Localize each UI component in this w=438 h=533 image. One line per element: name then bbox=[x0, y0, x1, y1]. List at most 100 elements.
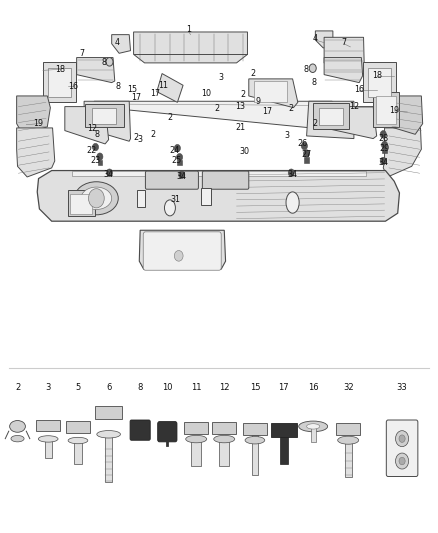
Circle shape bbox=[179, 171, 185, 179]
Ellipse shape bbox=[214, 435, 235, 443]
Text: 34: 34 bbox=[104, 171, 113, 179]
Polygon shape bbox=[249, 79, 298, 108]
Polygon shape bbox=[17, 128, 55, 177]
Polygon shape bbox=[307, 101, 354, 139]
Circle shape bbox=[97, 153, 103, 160]
FancyBboxPatch shape bbox=[70, 194, 92, 214]
Ellipse shape bbox=[186, 435, 207, 443]
Bar bbox=[105, 435, 112, 482]
Text: 11: 11 bbox=[158, 81, 168, 90]
FancyBboxPatch shape bbox=[95, 406, 122, 419]
Circle shape bbox=[381, 141, 388, 149]
Ellipse shape bbox=[165, 200, 175, 216]
Ellipse shape bbox=[245, 437, 265, 444]
FancyBboxPatch shape bbox=[158, 422, 177, 442]
Polygon shape bbox=[112, 35, 131, 53]
Circle shape bbox=[399, 435, 405, 442]
FancyBboxPatch shape bbox=[373, 92, 399, 127]
Polygon shape bbox=[329, 107, 377, 139]
Polygon shape bbox=[324, 37, 364, 76]
Text: 27: 27 bbox=[301, 150, 312, 159]
Ellipse shape bbox=[286, 192, 299, 213]
Ellipse shape bbox=[10, 421, 25, 432]
Text: 2: 2 bbox=[250, 69, 255, 78]
FancyBboxPatch shape bbox=[48, 68, 71, 97]
Text: 34: 34 bbox=[378, 158, 388, 167]
Text: 17: 17 bbox=[150, 89, 160, 98]
Bar bbox=[345, 438, 352, 477]
Ellipse shape bbox=[97, 431, 120, 438]
Circle shape bbox=[174, 251, 183, 261]
Polygon shape bbox=[139, 230, 226, 269]
Ellipse shape bbox=[11, 435, 24, 442]
Text: 2: 2 bbox=[151, 130, 156, 139]
Text: 5: 5 bbox=[75, 383, 81, 392]
Text: 12: 12 bbox=[349, 102, 359, 111]
Text: 12: 12 bbox=[219, 383, 230, 392]
Text: 8: 8 bbox=[303, 65, 308, 74]
Text: 4: 4 bbox=[115, 38, 120, 47]
FancyBboxPatch shape bbox=[36, 420, 60, 432]
Text: 34: 34 bbox=[177, 173, 187, 181]
Polygon shape bbox=[391, 96, 423, 134]
Ellipse shape bbox=[307, 424, 320, 429]
Text: 2: 2 bbox=[167, 113, 172, 122]
Text: 13: 13 bbox=[235, 102, 245, 111]
Ellipse shape bbox=[81, 187, 112, 209]
Text: 17: 17 bbox=[279, 383, 289, 392]
Circle shape bbox=[88, 189, 104, 208]
Text: 2: 2 bbox=[240, 91, 246, 99]
Polygon shape bbox=[157, 74, 183, 102]
FancyBboxPatch shape bbox=[68, 190, 95, 216]
Text: 16: 16 bbox=[354, 85, 364, 94]
Text: 2: 2 bbox=[313, 119, 318, 128]
Text: 10: 10 bbox=[201, 89, 211, 98]
Text: 2: 2 bbox=[15, 383, 20, 392]
FancyBboxPatch shape bbox=[254, 81, 287, 102]
Polygon shape bbox=[72, 171, 366, 176]
Polygon shape bbox=[84, 101, 131, 141]
Text: 3: 3 bbox=[284, 132, 290, 140]
Bar bbox=[45, 438, 52, 458]
FancyBboxPatch shape bbox=[184, 422, 208, 434]
Circle shape bbox=[92, 143, 99, 151]
FancyBboxPatch shape bbox=[85, 104, 124, 127]
Polygon shape bbox=[17, 96, 50, 134]
Text: 23: 23 bbox=[90, 157, 101, 165]
Circle shape bbox=[301, 142, 307, 150]
FancyBboxPatch shape bbox=[271, 423, 297, 437]
FancyBboxPatch shape bbox=[92, 108, 116, 124]
Bar bbox=[74, 439, 81, 464]
FancyBboxPatch shape bbox=[368, 68, 391, 97]
Polygon shape bbox=[383, 128, 421, 177]
FancyBboxPatch shape bbox=[145, 171, 198, 189]
FancyBboxPatch shape bbox=[143, 232, 221, 270]
Text: 15: 15 bbox=[127, 85, 138, 94]
FancyBboxPatch shape bbox=[130, 420, 150, 440]
Text: 31: 31 bbox=[170, 196, 180, 204]
Polygon shape bbox=[315, 31, 333, 48]
Bar bbox=[137, 190, 145, 207]
Text: 8: 8 bbox=[311, 78, 316, 86]
Text: 2: 2 bbox=[214, 104, 219, 113]
Text: 26: 26 bbox=[297, 140, 307, 148]
Circle shape bbox=[174, 144, 180, 152]
Circle shape bbox=[106, 169, 113, 176]
Text: 10: 10 bbox=[162, 383, 173, 392]
Text: 19: 19 bbox=[389, 107, 399, 115]
Text: 2: 2 bbox=[133, 133, 138, 142]
Bar bbox=[304, 157, 309, 163]
Text: 3: 3 bbox=[138, 135, 143, 144]
Text: 22: 22 bbox=[86, 146, 96, 155]
Text: 34: 34 bbox=[288, 171, 297, 179]
Polygon shape bbox=[65, 107, 109, 144]
Text: 17: 17 bbox=[262, 108, 272, 116]
Text: 9: 9 bbox=[256, 97, 261, 106]
Circle shape bbox=[177, 154, 183, 161]
Bar bbox=[251, 435, 258, 475]
Ellipse shape bbox=[338, 436, 359, 444]
Circle shape bbox=[396, 453, 409, 469]
Text: 24: 24 bbox=[169, 146, 180, 155]
Bar bbox=[201, 188, 211, 205]
FancyBboxPatch shape bbox=[212, 422, 236, 434]
